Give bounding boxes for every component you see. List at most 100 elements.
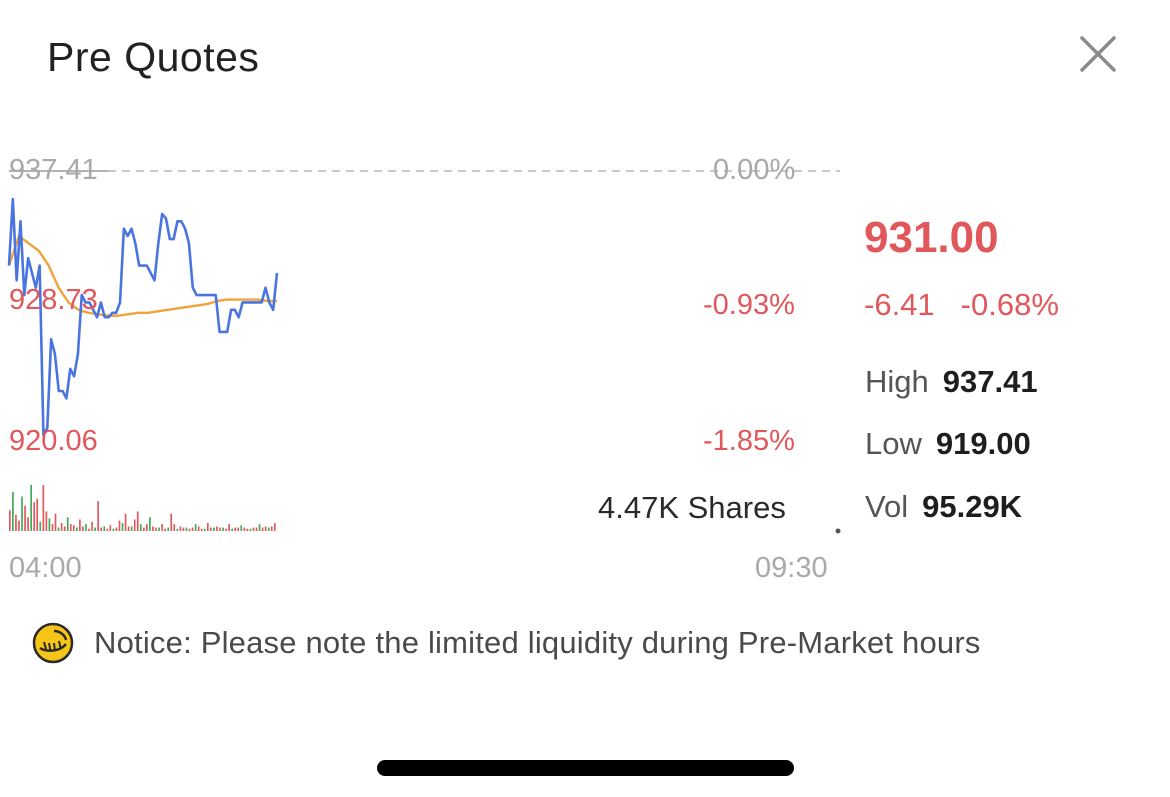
volume-bar — [48, 518, 51, 531]
price-line — [7, 197, 279, 437]
average-line — [7, 234, 277, 317]
volume-bar — [136, 511, 139, 531]
volume-bar — [45, 511, 48, 531]
volume-bar — [39, 521, 42, 531]
volume-bar — [213, 527, 215, 531]
y-label-bottom-left: 920.06 — [9, 425, 98, 457]
volume-bar — [27, 517, 29, 531]
volume-bar — [130, 526, 133, 531]
x-label-start: 04:00 — [9, 552, 82, 584]
intraday-chart[interactable]: 937.41 0.00% 928.73 -0.93% 920.06 -1.85%… — [0, 140, 850, 590]
volume-bar — [243, 527, 246, 531]
volume-bar — [252, 527, 255, 531]
volume-bar — [264, 526, 267, 531]
volume-bar — [139, 524, 142, 531]
volume-bar — [133, 519, 136, 531]
volume-end-dot — [835, 528, 841, 534]
volume-bar — [57, 527, 60, 531]
stat-volume: Vol 95.29K — [865, 489, 1022, 525]
vol-label: Vol — [865, 489, 909, 524]
volume-shares-label: 4.47K Shares — [598, 490, 786, 525]
volume-bar — [240, 525, 243, 531]
volume-bar — [222, 527, 224, 531]
volume-bar — [82, 526, 84, 531]
volume-bar — [15, 514, 17, 531]
volume-bar — [63, 526, 66, 531]
volume-bar — [188, 528, 191, 531]
volume-bar — [231, 528, 233, 531]
volume-bar — [97, 501, 99, 531]
volume-bar — [42, 485, 45, 531]
volume-bar — [115, 527, 118, 531]
volume-bar — [24, 505, 26, 531]
volume-bar — [161, 524, 163, 531]
volume-bar — [149, 517, 151, 531]
volume-bar — [94, 527, 96, 531]
volume-bar — [191, 527, 194, 531]
volume-bar — [152, 526, 154, 531]
volume-bar — [167, 527, 170, 531]
price-change: -6.41 -0.68% — [864, 287, 1059, 323]
volume-bar — [143, 527, 145, 531]
volume-bar — [194, 524, 197, 531]
change-amount: -6.41 — [864, 287, 935, 322]
y-label-mid-right: -0.93% — [703, 289, 795, 321]
y-label-mid-left: 928.73 — [9, 284, 98, 316]
volume-bar — [18, 520, 20, 531]
stat-low: Low 919.00 — [865, 426, 1031, 462]
volume-bar — [216, 526, 218, 531]
low-label: Low — [865, 426, 922, 461]
last-price: 931.00 — [864, 213, 999, 262]
volume-bar — [91, 521, 93, 531]
volume-bar — [79, 519, 81, 531]
change-percent: -0.68% — [960, 287, 1059, 322]
volume-bar — [197, 526, 200, 531]
volume-bar — [182, 527, 185, 531]
volume-bar — [69, 524, 72, 531]
volume-bar — [158, 527, 160, 531]
volume-bar — [72, 525, 75, 531]
y-label-top-left: 937.41 — [9, 154, 98, 186]
volume-bar — [200, 528, 203, 531]
volume-bar — [267, 527, 270, 531]
volume-bar — [36, 498, 39, 531]
volume-bar — [270, 526, 273, 531]
coin-notice-icon — [32, 622, 74, 664]
volume-bar — [155, 527, 157, 531]
volume-bar — [21, 496, 23, 531]
volume-bar — [60, 522, 63, 531]
liquidity-notice: Notice: Please note the limited liquidit… — [32, 622, 981, 664]
volume-bar — [170, 513, 173, 531]
volume-bar — [258, 524, 261, 531]
volume-bar — [261, 527, 264, 531]
volume-bar — [246, 528, 249, 531]
volume-bar — [103, 526, 106, 531]
volume-bar — [228, 524, 230, 531]
home-indicator[interactable] — [377, 760, 794, 776]
volume-bar — [54, 513, 57, 531]
volume-bar — [30, 485, 32, 531]
volume-bar — [106, 528, 109, 531]
volume-bar — [51, 524, 54, 531]
volume-bar — [225, 528, 227, 531]
low-value: 919.00 — [935, 426, 1031, 461]
volume-bar — [85, 524, 87, 531]
volume-bar — [127, 526, 130, 531]
volume-bar — [203, 528, 206, 531]
chart-canvas — [7, 170, 841, 534]
volume-bar — [12, 491, 14, 531]
volume-bar — [249, 528, 252, 531]
volume-bar — [210, 527, 212, 531]
stat-high: High 937.41 — [865, 364, 1038, 400]
vol-value: 95.29K — [922, 489, 1023, 524]
x-label-end: 09:30 — [755, 552, 828, 584]
volume-bar — [146, 524, 148, 531]
close-icon[interactable] — [1074, 30, 1122, 78]
volume-bar — [88, 528, 90, 531]
volume-bar — [234, 527, 237, 531]
volume-bar — [66, 517, 69, 531]
volume-bar — [124, 513, 127, 531]
y-label-top-right: 0.00% — [713, 154, 796, 186]
notice-text: Notice: Please note the limited liquidit… — [94, 625, 981, 660]
